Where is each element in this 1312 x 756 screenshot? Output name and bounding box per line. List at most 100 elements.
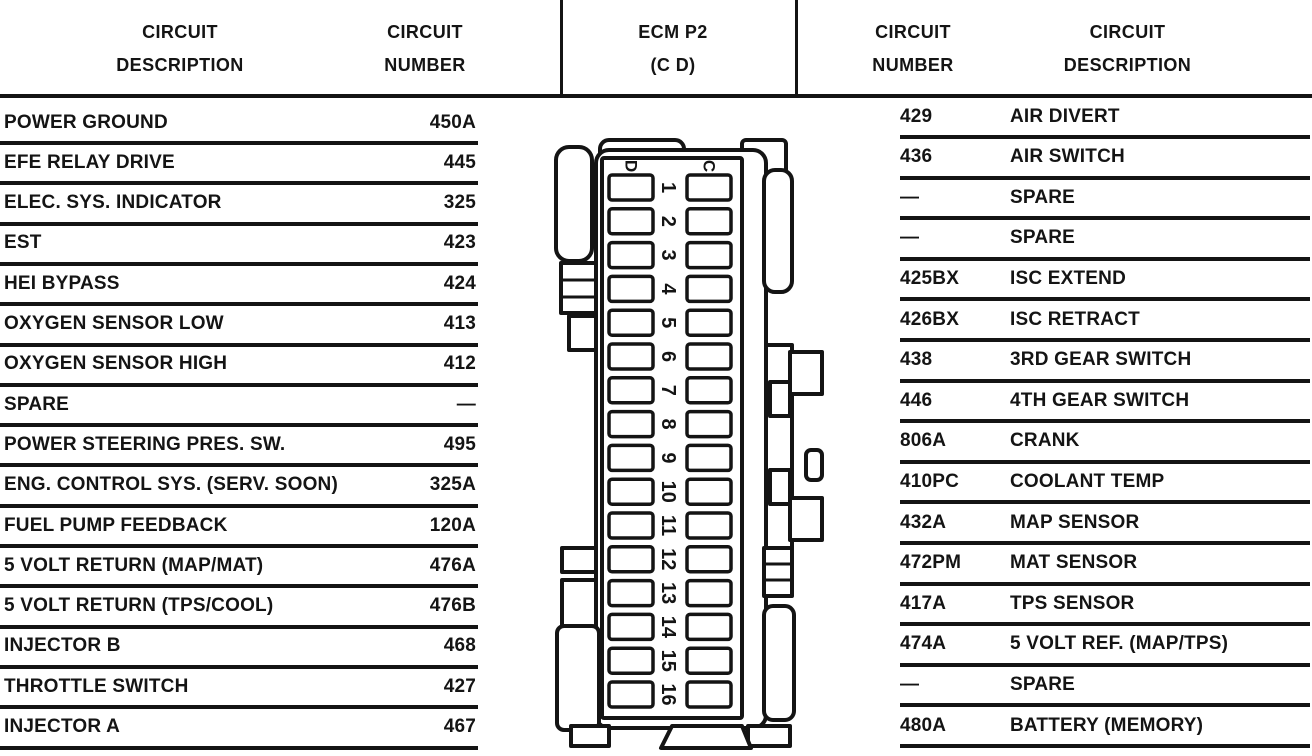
pin-box <box>685 173 733 202</box>
circuit-number: 476A <box>429 554 476 576</box>
table-row: OXYGEN SENSOR HIGH 412 <box>0 346 478 387</box>
circuit-number: 495 <box>443 433 476 455</box>
pin-number: 8 <box>657 419 679 430</box>
connector-subtitle: (C D) <box>650 55 696 75</box>
circuit-description: EFE RELAY DRIVE <box>4 151 175 173</box>
pin-box <box>685 612 733 642</box>
pin-number: 11 <box>657 515 679 536</box>
circuit-description: SPARE <box>1010 673 1076 695</box>
table-row: EFE RELAY DRIVE 445 <box>0 144 478 186</box>
circuit-description: POWER GROUND <box>4 111 168 133</box>
circuit-description: 4TH GEAR SWITCH <box>1010 389 1190 411</box>
table-row: ENG. CONTROL SYS. (SERV. SOON) 325A <box>0 467 478 508</box>
circuit-number: 438 <box>900 349 933 371</box>
circuit-number: 472PM <box>900 552 962 574</box>
circuit-number: 325 <box>443 192 476 214</box>
circuit-description: INJECTOR B <box>4 635 121 657</box>
circuit-number: 410PC <box>900 470 960 492</box>
circuit-description: ISC EXTEND <box>1010 267 1127 289</box>
circuit-description: OXYGEN SENSOR HIGH <box>4 353 228 375</box>
table-row: 474A 5 VOLT REF. (MAP/TPS) <box>900 626 1310 667</box>
header-line: NUMBER <box>384 55 466 75</box>
pin-box <box>607 342 655 371</box>
connector-right-latch-slot <box>768 468 792 506</box>
pin-number: 16 <box>657 683 679 705</box>
circuit-description: MAP SENSOR <box>1010 511 1140 533</box>
header-line: CIRCUIT <box>1089 22 1166 42</box>
circuit-description: POWER STEERING PRES. SW. <box>4 433 286 455</box>
table-row: 472PM MAT SENSOR <box>900 545 1310 586</box>
circuit-number: 480A <box>900 714 947 736</box>
connector-right-ribs <box>762 546 794 598</box>
header-line: CIRCUIT <box>875 22 951 42</box>
table-row: OXYGEN SENSOR LOW 413 <box>0 306 478 347</box>
table-row: 5 VOLT RETURN (MAP/MAT) 476A <box>0 547 478 589</box>
pin-number: 14 <box>657 616 679 639</box>
table-row: 426BX ISC RETRACT <box>900 301 1310 342</box>
circuit-description: COOLANT TEMP <box>1010 470 1165 492</box>
circuit-description: CRANK <box>1010 430 1080 452</box>
pin-box <box>685 646 733 675</box>
pin-box <box>607 409 655 439</box>
circuit-number: 429 <box>900 105 933 127</box>
circuit-description: INJECTOR A <box>4 716 121 737</box>
pin-column-letter: C <box>700 160 719 172</box>
circuit-description: ISC RETRACT <box>1010 308 1140 330</box>
circuit-description: 5 VOLT REF. (MAP/TPS) <box>1010 633 1229 655</box>
circuit-number: 474A <box>900 633 947 655</box>
circuit-description: SPARE <box>1010 227 1076 249</box>
pin-box <box>607 545 655 574</box>
circuit-description: ELEC. SYS. INDICATOR <box>4 192 222 214</box>
connector-bottom-tab <box>659 724 753 750</box>
table-row: POWER GROUND 450A <box>0 104 478 145</box>
circuit-description: 5 VOLT RETURN (MAP/MAT) <box>4 554 264 576</box>
circuit-number: 476B <box>429 595 476 617</box>
circuit-number: 436 <box>900 146 933 168</box>
pin-box <box>685 207 733 236</box>
pin-number: 3 <box>657 250 679 261</box>
pin-box <box>685 240 733 270</box>
connector-left-foot-step <box>569 724 611 748</box>
pin-box <box>607 173 655 202</box>
header-left-circuit-description: CIRCUIT DESCRIPTION <box>60 16 300 82</box>
pin-box <box>685 376 733 405</box>
circuit-number: 446 <box>900 389 933 411</box>
table-row: — SPARE <box>900 666 1310 708</box>
table-row: INJECTOR A 467 <box>0 709 478 750</box>
circuit-description: OXYGEN SENSOR LOW <box>4 313 224 334</box>
circuit-description: HEI BYPASS <box>4 272 120 294</box>
header-right-circuit-description: CIRCUIT DESCRIPTION <box>1015 16 1240 82</box>
circuit-description: AIR SWITCH <box>1010 146 1125 168</box>
circuit-number: 432A <box>900 511 947 533</box>
table-row: 5 VOLT RETURN (TPS/COOL) 476B <box>0 588 478 629</box>
connector-right-latch-arm-bottom <box>788 496 824 542</box>
pin-box <box>685 545 733 574</box>
table-row: INJECTOR B 468 <box>0 628 478 669</box>
table-row: 806A CRANK <box>900 423 1310 464</box>
pin-box <box>607 443 655 473</box>
pin-box <box>607 646 655 675</box>
header-divider-left <box>560 0 563 95</box>
pin-box <box>607 240 655 270</box>
connector-left-lower-rib <box>560 546 598 574</box>
pin-number: 2 <box>657 216 679 227</box>
pin-box <box>685 409 733 439</box>
table-row: 429 AIR DIVERT <box>900 98 1310 139</box>
table-row: ELEC. SYS. INDICATOR 325 <box>0 185 478 226</box>
pin-number: 10 <box>657 481 679 503</box>
header-line: DESCRIPTION <box>1063 55 1192 75</box>
connector-left-hook <box>567 314 598 352</box>
circuit-number: 424 <box>443 272 476 294</box>
circuit-description: 5 VOLT RETURN (TPS/COOL) <box>4 595 274 617</box>
circuit-description: EST <box>4 232 42 254</box>
pin-box <box>607 612 655 642</box>
circuit-number: — <box>900 186 920 208</box>
table-row: SPARE — <box>0 386 478 428</box>
circuit-number: — <box>900 227 920 249</box>
header-left-circuit-number: CIRCUIT NUMBER <box>345 16 505 82</box>
pin-number: 4 <box>657 283 679 295</box>
pin-box <box>685 511 733 540</box>
circuit-number: 417A <box>900 592 947 614</box>
circuit-description: 3RD GEAR SWITCH <box>1010 349 1192 371</box>
